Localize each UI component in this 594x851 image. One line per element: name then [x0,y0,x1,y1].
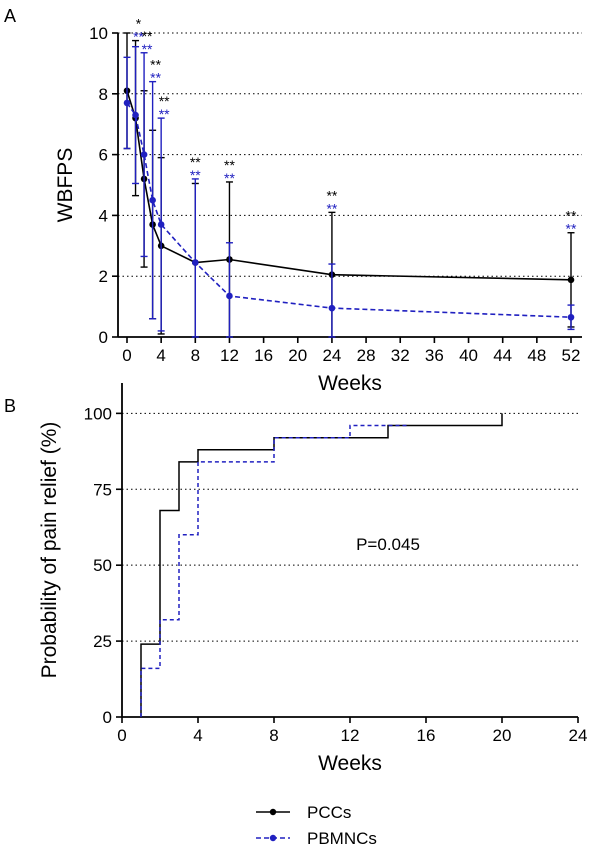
significance-marker-pccs: ** [159,93,170,109]
y-axis-label: Probability of pain relief (%) [38,422,61,679]
x-axis-label: Weeks [318,752,382,775]
data-point-pbmncs [140,151,148,158]
significance-marker-pbmncs: ** [224,170,235,186]
x-tick-label: 16 [417,726,436,745]
significance-marker-pccs: ** [142,28,153,44]
x-tick-label: 44 [493,346,512,365]
x-tick-label: 0 [122,346,131,365]
y-axis-label: WBFPS [54,148,77,223]
y-tick-label: 75 [93,480,112,499]
x-tick-label: 24 [569,726,588,745]
y-tick-label: 8 [99,85,108,104]
data-point-pbmncs [328,304,336,312]
significance-marker-pccs: ** [150,57,161,73]
data-point-pccs [567,276,575,284]
legend: PCCs PBMNCs [256,803,377,848]
y-tick-label: 4 [99,206,108,225]
significance-marker-pbmncs: ** [142,41,153,57]
y-tick-label: 0 [103,708,112,727]
significance-marker-pbmncs: ** [190,167,201,183]
x-tick-label: 48 [527,346,546,365]
y-tick-label: 6 [99,146,108,165]
p-value-annotation: P=0.045 [356,535,420,554]
significance-marker-pccs: ** [190,154,201,170]
significance-marker-pbmncs: ** [566,221,577,237]
y-tick-label: 100 [84,404,112,423]
y-tick-label: 50 [93,556,112,575]
significance-marker-pbmncs: ** [150,70,161,86]
data-point-pbmncs [567,313,575,321]
panel-label-a: A [4,6,16,26]
x-tick-label: 12 [341,726,360,745]
x-tick-label: 8 [269,726,278,745]
series-line-pbmncs [126,102,572,318]
x-tick-label: 16 [254,346,273,365]
legend-label-pbmncs: PBMNCs [307,829,377,848]
x-tick-label: 0 [117,726,126,745]
data-point-pbmncs [157,221,165,228]
x-tick-label: 36 [425,346,444,365]
y-tick-label: 10 [89,24,108,43]
y-tick-label: 0 [99,328,108,347]
significance-marker-pccs: ** [566,208,577,224]
x-tick-label: 20 [493,726,512,745]
significance-marker-pbmncs: ** [133,29,144,45]
significance-marker-pccs: * [136,16,142,32]
legend-marker-pbmncs [269,834,277,842]
chart-panel-b: 0 25 50 75 100 0 4 8 12 16 20 24 Weeks Probability of… [38,383,587,775]
x-axis-label: Weeks [318,372,382,395]
x-tick-label: 8 [191,346,200,365]
significance-marker-pccs: ** [326,187,337,203]
x-tick-label: 32 [391,346,410,365]
x-tick-label: 4 [156,346,165,365]
data-point-pbmncs [132,111,139,119]
legend-label-pccs: PCCs [307,803,351,822]
x-tick-label: 4 [193,726,202,745]
legend-marker-pccs [269,808,277,816]
x-tick-label: 28 [357,346,376,365]
x-tick-label: 40 [459,346,478,365]
series-line-pccs [126,90,572,281]
data-point-pbmncs [226,292,233,300]
data-point-pbmncs [149,196,156,204]
step-line-pbmncs [140,424,407,717]
x-tick-label: 52 [562,346,581,365]
y-tick-label: 2 [99,267,108,286]
x-tick-label: 12 [220,346,239,365]
x-tick-label: 24 [322,346,341,365]
significance-marker-pccs: ** [224,157,235,173]
data-point-pbmncs [192,259,199,266]
significance-marker-pbmncs: ** [159,106,170,122]
y-tick-label: 25 [93,632,112,651]
significance-marker-pbmncs: ** [326,200,337,216]
data-point-pbmncs [123,99,131,107]
panel-label-b: B [4,396,16,416]
x-tick-label: 20 [288,346,307,365]
